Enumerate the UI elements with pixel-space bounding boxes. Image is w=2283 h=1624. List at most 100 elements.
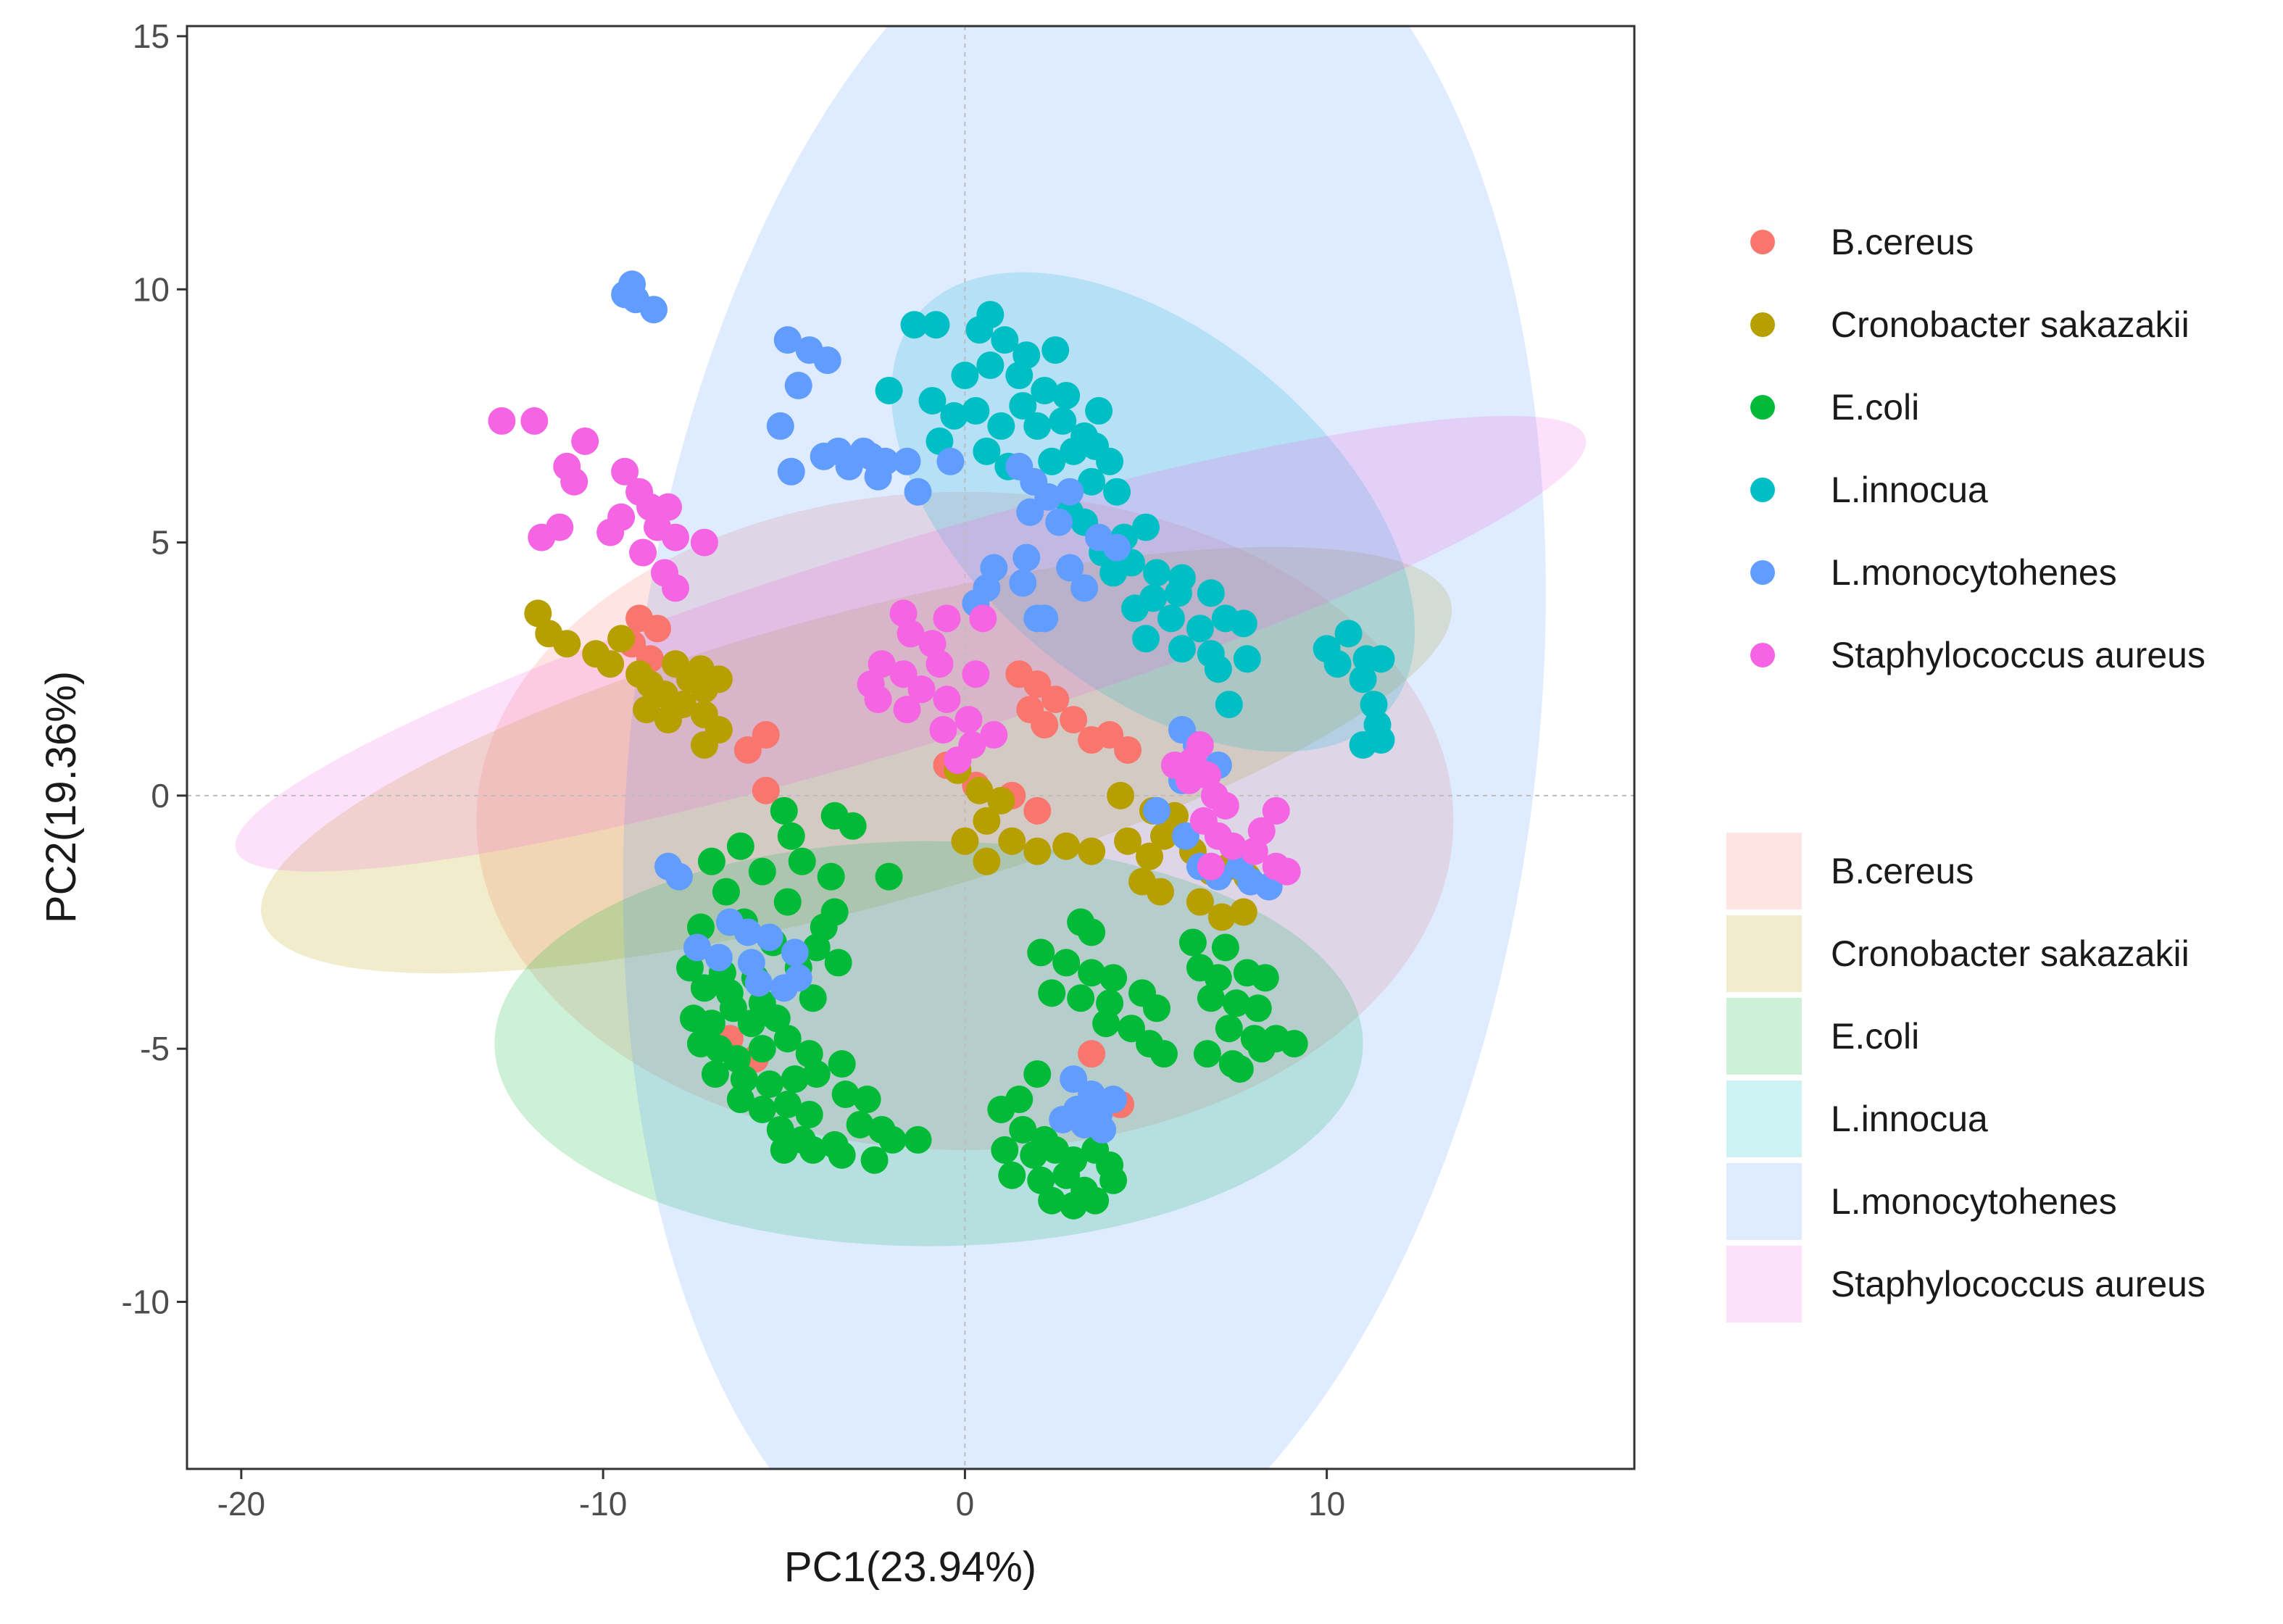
point-staphylococcus-aureus [520,407,549,435]
legend-fill-label: Staphylococcus aureus [1831,1264,2205,1304]
point-e-coli [1197,984,1225,1012]
point-b-cereus [1078,1040,1106,1068]
point-cronobacter-sakazakii [1023,837,1052,865]
plot-panel-border [186,25,1636,1470]
y-tick-label: 5 [151,524,170,562]
point-e-coli [1099,1166,1128,1194]
point-e-coli [1060,1191,1088,1220]
legend-point-label: Staphylococcus aureus [1831,635,2205,675]
y-tick-label: 10 [133,270,170,308]
point-e-coli [737,1009,765,1038]
y-tick-label: -10 [122,1283,170,1320]
legend-fill-b-cereus [1726,833,1802,909]
legend-ellipse-fills: B.cereus Cronobacter sakazakii E.coli L.inn… [1726,833,2205,1323]
point-l-monocytohenes [904,478,932,506]
point-e-coli [755,1070,783,1099]
legend-fill-staphylococcus-aureus [1726,1246,1802,1323]
y-tick-label: 15 [133,17,170,55]
point-l-innocua [1168,635,1196,663]
point-l-innocua [1096,447,1124,475]
point-staphylococcus-aureus [1240,837,1268,865]
point-e-coli [770,1136,798,1164]
legend-point-e-coli [1750,395,1775,420]
point-cronobacter-sakazakii [973,847,1001,875]
point-e-coli [748,1095,776,1123]
point-e-coli [1067,984,1095,1012]
point-cronobacter-sakazakii [973,807,1001,835]
point-staphylococcus-aureus [661,574,689,602]
point-l-innocua [922,311,950,339]
point-l-innocua [1085,396,1113,425]
point-e-coli [748,1035,776,1063]
point-l-innocua [991,326,1019,354]
point-staphylococcus-aureus [611,457,639,486]
point-e-coli [1211,933,1239,962]
point-staphylococcus-aureus [1211,791,1239,820]
point-staphylococcus-aureus [528,523,556,551]
point-e-coli [1081,1186,1110,1215]
point-e-coli [1027,938,1055,967]
point-cronobacter-sakazakii [1207,903,1236,931]
point-b-cereus [1031,711,1059,739]
point-e-coli [1247,1035,1276,1063]
point-l-monocytohenes [1016,498,1044,526]
point-staphylococcus-aureus [1175,766,1203,794]
point-staphylococcus-aureus [596,518,625,546]
point-e-coli [1020,1141,1048,1169]
point-l-innocua [1049,407,1077,435]
point-e-coli [773,888,802,916]
point-e-coli [1038,979,1066,1007]
legend-colour-points: B.cereus Cronobacter sakazakii E.coli L.inn… [1750,222,2205,675]
point-l-innocua [1229,609,1257,638]
point-e-coli [1251,964,1279,992]
point-l-innocua [1186,615,1214,643]
point-l-innocua [1367,726,1395,754]
point-e-coli [788,847,816,875]
point-b-cereus [1041,686,1070,714]
point-l-innocua [1197,579,1225,607]
point-e-coli [828,1050,856,1078]
point-e-coli [1052,949,1081,977]
point-staphylococcus-aureus [889,660,918,688]
point-cronobacter-sakazakii [668,691,696,719]
point-l-monocytohenes [1085,523,1113,551]
point-staphylococcus-aureus [488,407,516,435]
point-l-monocytohenes [1049,1105,1077,1133]
point-l-monocytohenes [1060,1065,1088,1094]
point-l-monocytohenes [1023,604,1052,633]
point-l-innocua [1323,650,1352,678]
point-e-coli [770,796,798,825]
ellipse-e-coli [494,841,1363,1246]
point-e-coli [1118,1015,1146,1043]
legend-point-label: E.coli [1831,387,1919,428]
point-e-coli [991,1136,1019,1164]
point-l-innocua [1078,467,1106,496]
point-cronobacter-sakazakii [987,786,1015,815]
point-staphylococcus-aureus [1197,852,1225,880]
point-l-monocytohenes [766,412,794,440]
point-e-coli [824,949,852,977]
point-e-coli [795,1100,823,1128]
point-l-monocytohenes [784,964,812,992]
point-e-coli [748,857,776,886]
point-staphylococcus-aureus [654,493,683,521]
y-tick-label: -5 [140,1030,170,1067]
point-e-coli [817,862,845,891]
legend-fill-label: L.innocua [1831,1099,1988,1139]
legend-point-l-monocytohenes [1750,560,1775,585]
legend-point-cronobacter-sakazakii [1750,312,1775,337]
point-e-coli [839,812,867,840]
point-e-coli [904,1125,932,1154]
point-l-innocua [1052,381,1081,409]
point-l-monocytohenes [665,862,693,891]
point-cronobacter-sakazakii [998,827,1026,855]
point-l-innocua [1023,412,1052,440]
legend-point-label: Cronobacter sakazakii [1831,304,2190,345]
point-e-coli [1038,1186,1066,1215]
point-b-cereus [1114,736,1142,764]
point-e-coli [773,1091,802,1119]
point-cronobacter-sakazakii [1149,822,1178,850]
x-tick-label: -20 [217,1485,265,1523]
point-staphylococcus-aureus [980,721,1008,749]
point-staphylococcus-aureus [629,538,657,567]
